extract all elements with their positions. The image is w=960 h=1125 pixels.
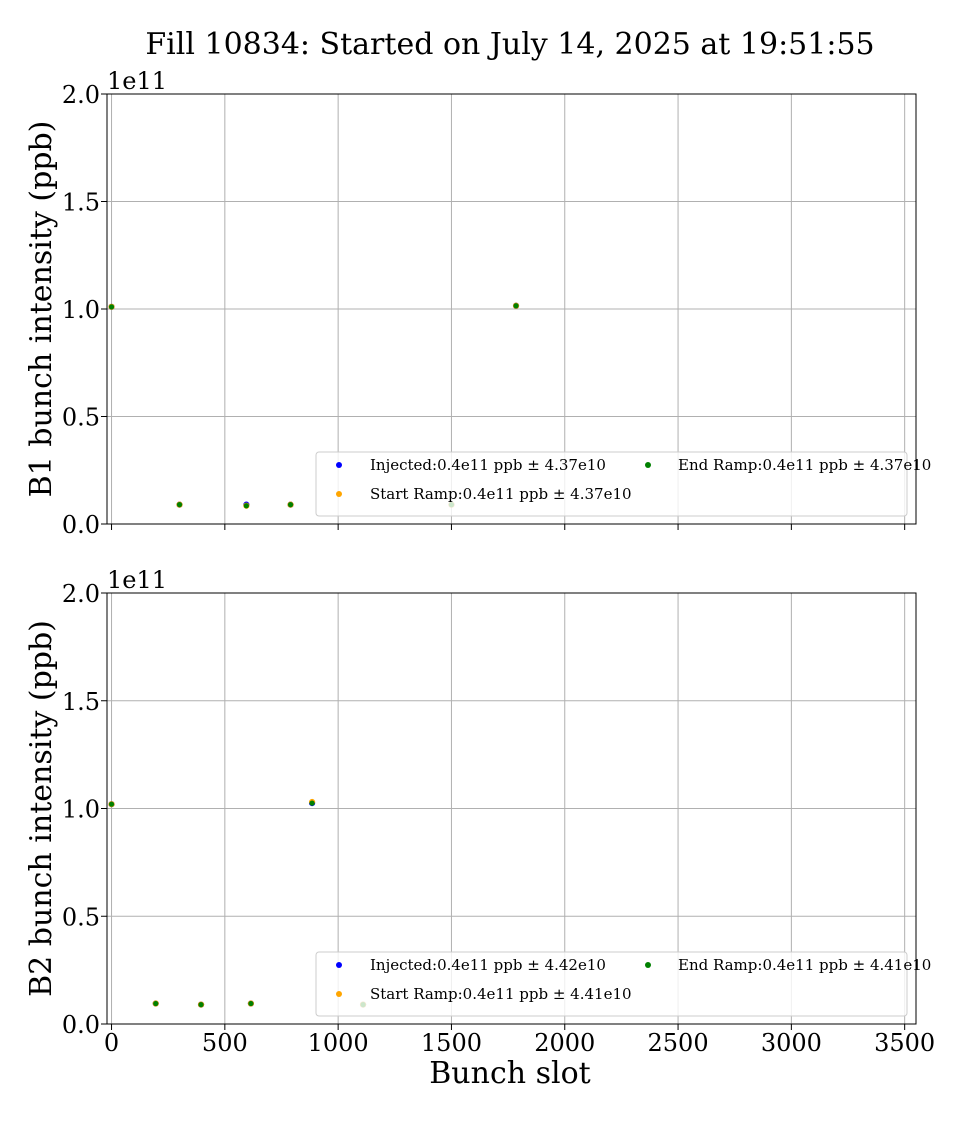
- data-point: [108, 801, 115, 807]
- legend-label: Injected:0.4e11 ppb ± 4.42e10: [370, 956, 606, 974]
- legend: Injected:0.4e11 ppb ± 4.42e10 Start Ramp:…: [315, 951, 931, 1017]
- x-tick-label: 2500: [648, 1029, 709, 1057]
- x-tick-label: 1000: [308, 1029, 369, 1057]
- legend-box: [315, 951, 908, 1017]
- y-axis-label-b1: B1 bunch intensity (ppb): [24, 121, 59, 498]
- legend-label: End Ramp:0.4e11 ppb ± 4.41e10: [678, 956, 931, 974]
- data-point: [153, 1000, 159, 1007]
- legend-marker: [336, 462, 342, 468]
- chart-panel-b1: 0.0 0.5 1.0 1.5 2.0 1e11 B1 bunch intensity (p…: [24, 67, 931, 539]
- legend-marker: [336, 491, 342, 497]
- legend-marker: [336, 962, 342, 968]
- y-tick-label: 0.5: [62, 903, 100, 931]
- y-tick-label: 1.0: [62, 796, 100, 824]
- legend: Injected:0.4e11 ppb ± 4.37e10 Start Ramp:…: [315, 451, 931, 517]
- data-point: [243, 503, 249, 509]
- data-point: [108, 304, 115, 310]
- data-point: [176, 502, 183, 508]
- y-tick-label: 1.5: [62, 688, 100, 716]
- x-axis-label: Bunch slot: [429, 1056, 590, 1091]
- x-tick-label: 500: [202, 1029, 248, 1057]
- legend-label: Start Ramp:0.4e11 ppb ± 4.37e10: [370, 485, 632, 503]
- legend-label: Injected:0.4e11 ppb ± 4.37e10: [370, 456, 606, 474]
- x-tick-label: 0: [104, 1029, 119, 1057]
- y-axis-offset-label: 1e11: [107, 566, 167, 594]
- x-tick-label: 3000: [761, 1029, 822, 1057]
- y-tick-label: 2.0: [62, 580, 100, 608]
- data-point: [513, 303, 519, 309]
- y-axis-label-b2: B2 bunch intensity (ppb): [24, 620, 59, 997]
- legend-label: Start Ramp:0.4e11 ppb ± 4.41e10: [370, 985, 632, 1003]
- figure-title: Fill 10834: Started on July 14, 2025 at …: [145, 27, 874, 62]
- y-tick-label: 0.5: [62, 404, 100, 432]
- chart-panel-b2: 0 500 1000 1500 2000 2500 3000 3500 0.0 0.5 1.0 1.5…: [24, 566, 935, 1057]
- x-tick-label: 3500: [874, 1029, 935, 1057]
- legend-marker: [645, 462, 651, 468]
- y-tick-label: 0.0: [62, 511, 100, 539]
- legend-box: [315, 451, 908, 517]
- y-tick-label: 0.0: [62, 1011, 100, 1039]
- data-point: [309, 800, 315, 806]
- data-point: [248, 1000, 254, 1007]
- y-axis-offset-label: 1e11: [107, 67, 167, 95]
- legend-marker: [645, 962, 651, 968]
- y-tick-label: 1.0: [62, 296, 100, 324]
- y-tick-label: 1.5: [62, 189, 100, 217]
- x-tick-label: 2000: [534, 1029, 595, 1057]
- x-tick-label: 1500: [421, 1029, 482, 1057]
- y-tick-label: 2.0: [62, 81, 100, 109]
- data-point: [198, 1002, 204, 1008]
- legend-label: End Ramp:0.4e11 ppb ± 4.37e10: [678, 456, 931, 474]
- data-point: [287, 502, 294, 508]
- legend-marker: [336, 991, 342, 997]
